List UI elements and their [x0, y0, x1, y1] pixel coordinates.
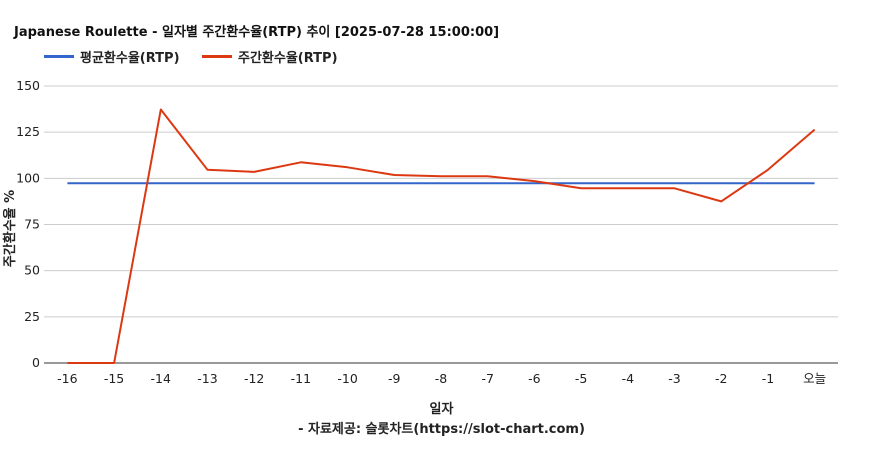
chart-title: Japanese Roulette - 일자별 주간환수율(RTP) 추이 [2… — [14, 25, 500, 40]
x-tick-label: -2 — [715, 371, 727, 386]
x-tick-label: -8 — [435, 371, 448, 386]
x-tick-label: -7 — [481, 371, 493, 386]
legend-item-weekly-rtp[interactable]: 주간환수율(RTP) — [202, 47, 338, 66]
legend-item-average-rtp[interactable]: 평균환수율(RTP) — [44, 47, 180, 66]
legend-label-average: 평균환수율(RTP) — [80, 51, 180, 66]
y-tick-label: 100 — [16, 170, 40, 185]
y-tick-label: 25 — [24, 309, 40, 324]
y-tick-label: 50 — [24, 263, 40, 278]
x-tick-label: -4 — [622, 371, 635, 386]
x-tick-label: -12 — [244, 371, 264, 386]
y-axis-label: 주간환수율 % — [2, 190, 18, 267]
y-tick-label: 0 — [32, 355, 40, 370]
source-credit: - 자료제공: 슬롯차트(https://slot-chart.com) — [298, 422, 585, 437]
y-tick-label: 125 — [16, 124, 40, 139]
x-tick-label: -16 — [57, 371, 77, 386]
x-tick-label: -10 — [337, 371, 357, 386]
x-tick-label: 오늘 — [803, 371, 826, 386]
x-tick-label: -14 — [151, 371, 171, 386]
x-tick-label: -11 — [291, 371, 311, 386]
x-tick-label: -15 — [104, 371, 124, 386]
x-tick-label: -5 — [575, 371, 587, 386]
x-tick-label: -13 — [197, 371, 217, 386]
legend-swatch-average — [44, 55, 74, 58]
y-tick-label: 75 — [24, 217, 40, 232]
x-tick-label: -6 — [528, 371, 541, 386]
x-tick-label: -1 — [762, 371, 774, 386]
weekly-rtp-line — [67, 108, 816, 364]
x-tick-label: -9 — [388, 371, 401, 386]
legend-swatch-weekly — [202, 55, 232, 58]
x-tick-label: -3 — [668, 371, 680, 386]
legend-label-weekly: 주간환수율(RTP) — [238, 51, 338, 66]
y-tick-label: 150 — [16, 78, 40, 93]
x-axis-label: 일자 — [429, 402, 454, 417]
